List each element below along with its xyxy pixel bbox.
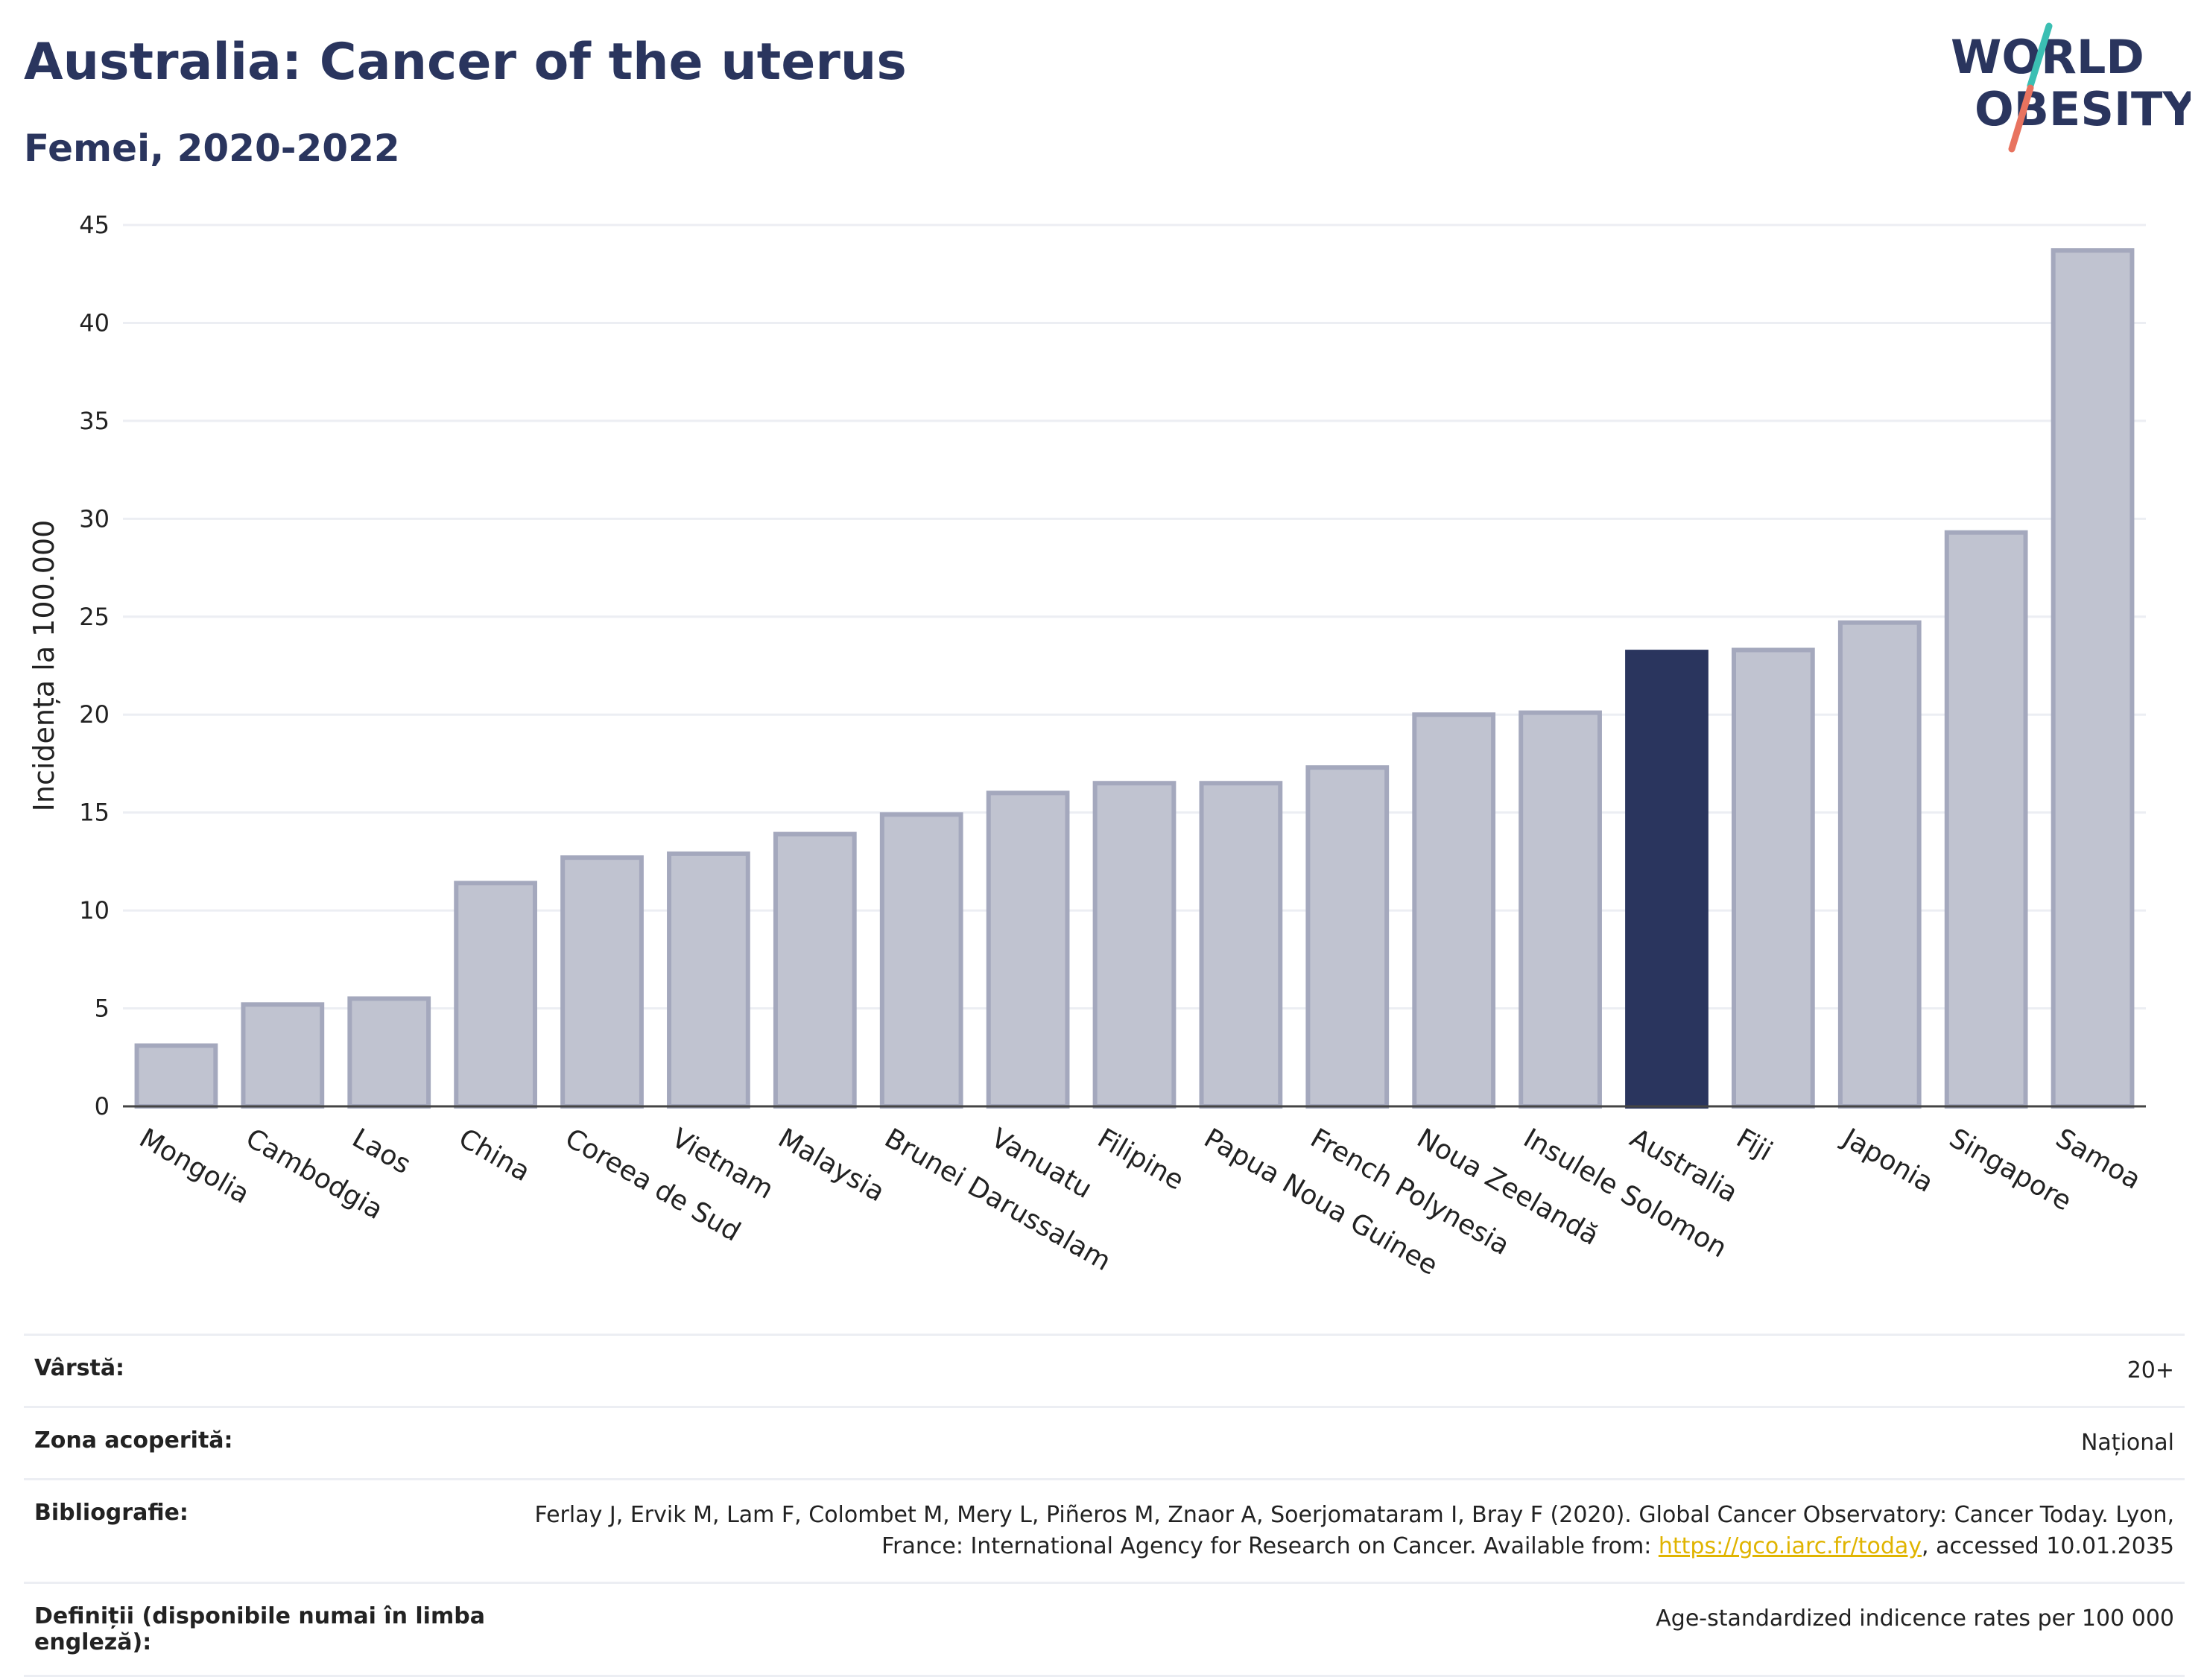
bar-mongolia <box>134 1043 218 1109</box>
bar-fiji <box>1731 647 1815 1109</box>
info-row-definitions: Definiții (disponibile numai în limba en… <box>24 1582 2185 1677</box>
world-obesity-logo: WORLD OBESITY <box>1951 22 2191 153</box>
bar-samoa <box>2051 248 2135 1109</box>
info-key-coverage: Zona acoperită: <box>24 1406 522 1480</box>
bar-australia <box>1625 650 1709 1109</box>
bar-cambodgia <box>241 1002 325 1109</box>
x-tick-label: Malaysia <box>773 1123 890 1208</box>
bar-malaysia <box>773 831 857 1109</box>
logo-slash-bottom <box>2008 84 2034 153</box>
x-tick-label: Filipine <box>1092 1123 1189 1196</box>
info-key-definitions: Definiții (disponibile numai în limba en… <box>24 1582 522 1677</box>
bar-noua-zeelandă <box>1412 712 1496 1109</box>
bar-laos <box>347 996 431 1109</box>
y-tick-label: 35 <box>79 407 110 435</box>
info-table: Vârstă: 20+ Zona acoperită: Național Bib… <box>24 1334 2185 1677</box>
bar-french-polynesia <box>1305 765 1390 1109</box>
x-tick-label: Fiji <box>1731 1123 1777 1167</box>
bar-japonia <box>1837 620 1922 1109</box>
logo-slash-top <box>2027 22 2053 89</box>
bibliography-text: Ferlay J, Ervik M, Lam F, Colombet M, Me… <box>534 1502 2174 1559</box>
x-tick-label: Japonia <box>1837 1122 1939 1199</box>
y-tick-label: 40 <box>79 308 110 337</box>
bibliography-accessed: , accessed 10.01.2035 <box>1922 1533 2174 1559</box>
y-axis-ticks: 0 5 10 15 20 25 30 35 40 45 <box>79 211 110 1120</box>
info-key-bibliography: Bibliografie: <box>24 1478 522 1583</box>
info-row-bibliography: Bibliografie: Ferlay J, Ervik M, Lam F, … <box>24 1478 2185 1583</box>
x-tick-label: Singapore <box>1944 1123 2077 1217</box>
page-subtitle: Femei, 2020-2022 <box>24 127 400 170</box>
bar-papua-noua-guinee <box>1199 781 1283 1109</box>
y-tick-label: 20 <box>79 700 110 729</box>
y-tick-label: 5 <box>95 995 110 1023</box>
x-tick-label: Mongolia <box>134 1123 255 1210</box>
y-tick-label: 45 <box>79 211 110 239</box>
logo-word-obesity: OBESITY <box>1975 82 2191 136</box>
info-value-age: 20+ <box>522 1334 2185 1407</box>
info-value-definitions: Age-standardized indicence rates per 100… <box>522 1582 2185 1677</box>
info-row-coverage: Zona acoperită: Național <box>24 1406 2185 1480</box>
bar-vanuatu <box>986 790 1070 1109</box>
y-tick-label: 15 <box>79 799 110 827</box>
y-tick-label: 30 <box>79 504 110 533</box>
info-key-age: Vârstă: <box>24 1334 522 1407</box>
bar-singapore <box>1944 530 2028 1109</box>
y-tick-label: 0 <box>95 1092 110 1120</box>
bar-filipine <box>1092 781 1177 1109</box>
bar-insulele-solomon <box>1519 710 1602 1109</box>
y-axis-label: Incidența la 100.000 <box>28 520 60 812</box>
bibliography-link[interactable]: https://gco.iarc.fr/today <box>1658 1533 1922 1559</box>
info-row-age: Vârstă: 20+ <box>24 1334 2185 1407</box>
bar-china <box>454 881 538 1109</box>
bar-brunei-darussalam <box>879 812 963 1109</box>
y-tick-label: 10 <box>79 896 110 925</box>
y-tick-label: 25 <box>79 603 110 631</box>
page-title: Australia: Cancer of the uterus <box>24 33 907 92</box>
bar-vietnam <box>667 851 750 1109</box>
x-tick-label: Coreea de Sud <box>560 1123 746 1247</box>
info-value-bibliography: Ferlay J, Ervik M, Lam F, Colombet M, Me… <box>522 1478 2185 1583</box>
bar-coreea-de-sud <box>560 855 644 1109</box>
info-value-coverage: Național <box>522 1406 2185 1480</box>
x-tick-label: Laos <box>347 1123 416 1180</box>
bars <box>134 248 2135 1109</box>
x-tick-label: China <box>454 1123 536 1188</box>
